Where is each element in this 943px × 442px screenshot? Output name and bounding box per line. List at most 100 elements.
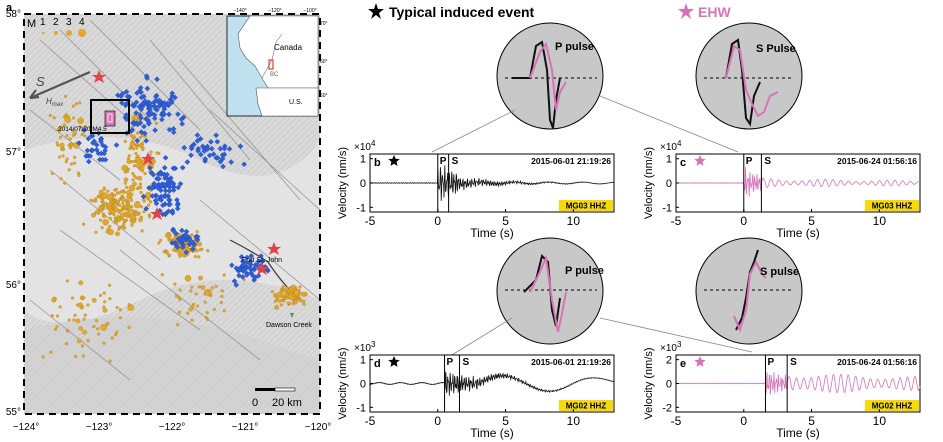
earthquake-orange-466	[118, 316, 122, 320]
earthquake-orange-566	[77, 173, 81, 177]
earthquake-orange-532	[61, 154, 65, 158]
earthquake-blue-64	[156, 97, 163, 104]
earthquake-blue-141	[166, 181, 173, 187]
earthquake-orange-442	[126, 159, 132, 164]
earthquake-blue-210	[197, 136, 204, 142]
earthquake-orange-440	[131, 147, 136, 151]
ytick-e-2: -2	[662, 402, 672, 414]
earthquake-orange-151	[120, 197, 126, 202]
earthquake-blue-175	[140, 193, 147, 200]
earthquake-blue-229	[206, 152, 213, 159]
earthquake-orange-141	[108, 211, 112, 215]
earthquake-orange-498	[80, 344, 85, 348]
earthquake-blue-89	[146, 112, 152, 119]
s-label-c: S	[764, 156, 771, 167]
earthquake-orange-430	[128, 146, 132, 151]
earthquake-orange-595	[212, 308, 216, 312]
earthquake-orange-347	[281, 284, 285, 289]
earthquake-orange-155	[100, 205, 104, 209]
legend-size-3: 3	[66, 17, 72, 28]
pink-star-icon	[678, 3, 694, 19]
xtick-c-3: 10	[873, 214, 887, 228]
xtick-e-2: 5	[808, 414, 815, 428]
ytick-b-0: 1	[360, 154, 366, 166]
earthquake-orange-422	[131, 178, 135, 182]
earthquake-orange-144	[114, 219, 118, 223]
earthquake-blue-171	[165, 208, 172, 215]
earthquake-blue-143	[149, 193, 156, 199]
red-star-2	[141, 152, 155, 165]
earthquake-blue-204	[195, 145, 202, 152]
xtick-d-3: 10	[567, 414, 581, 428]
station-label-b: MG03 HHZ	[566, 202, 607, 211]
earthquake-orange-381	[138, 135, 142, 140]
earthquake-blue-118	[147, 165, 153, 171]
earthquake-orange-376	[123, 177, 129, 183]
earthquake-orange-462	[58, 305, 62, 309]
earthquake-blue-91	[172, 94, 178, 101]
earthquake-orange-576	[197, 285, 201, 289]
timestamp-d: 2015-06-01 21:19:26	[531, 357, 611, 367]
legend-dot-3	[66, 30, 72, 36]
earthquake-orange-477	[86, 339, 90, 343]
earthquake-orange-441	[132, 164, 137, 168]
legend-dot-1	[41, 31, 45, 35]
ylabel-e: Velocity (nm/s)	[643, 347, 655, 419]
earthquake-orange-365	[286, 301, 290, 305]
earthquake-orange-341	[281, 299, 285, 303]
earthquake-orange-503	[83, 313, 87, 317]
earthquake-blue-226	[198, 151, 204, 158]
red-star-1	[92, 70, 106, 83]
earthquake-orange-544	[68, 137, 72, 141]
earthquake-orange-218	[195, 230, 199, 234]
earthquake-orange-465	[94, 319, 99, 323]
pulse-circle-top-right: S Pulse	[695, 22, 803, 130]
earthquake-orange-383	[149, 150, 153, 154]
earthquake-blue-199	[217, 158, 224, 165]
exponent-b: ×104	[354, 139, 376, 153]
earthquake-blue-83	[138, 94, 145, 101]
xtick-e-3: 10	[873, 414, 887, 428]
study-area-box	[90, 99, 130, 134]
earthquake-blue-200	[241, 161, 247, 168]
earthquake-orange-68	[102, 218, 109, 226]
earthquake-orange-496	[55, 325, 59, 329]
earthquake-blue-21	[133, 99, 140, 106]
earthquake-blue-211	[213, 132, 219, 139]
earthquake-blue-333	[76, 140, 82, 146]
scale-zero: 0	[252, 397, 258, 409]
xlabel-b: Time (s)	[470, 226, 514, 240]
earthquake-orange-513	[108, 297, 112, 301]
map-frame	[23, 13, 321, 415]
inset-lon-120: −120°	[268, 8, 281, 14]
earthquake-orange-116	[95, 209, 100, 215]
earthquake-orange-224	[197, 255, 201, 259]
earthquake-orange-472	[96, 327, 100, 331]
timestamp-e: 2015-06-24 01:56:16	[837, 357, 917, 367]
earthquake-orange-581	[176, 295, 181, 299]
earthquake-orange-464	[41, 355, 45, 359]
earthquake-orange-570	[190, 318, 194, 322]
city-fort-st-john: Fort St. John	[242, 257, 282, 264]
earthquake-orange-158	[115, 231, 120, 237]
legend-dot-2	[54, 31, 58, 35]
xtick-c-1: 0	[740, 214, 747, 228]
legend-size-1: 1	[40, 17, 46, 28]
earthquake-blue-31	[166, 111, 172, 118]
earthquake-orange-162	[102, 214, 106, 219]
pulse-trace-ehw	[529, 41, 567, 111]
earthquake-orange-539	[59, 142, 65, 148]
earthquake-orange-543	[48, 113, 52, 117]
earthquake-orange-509	[78, 280, 84, 286]
earthquake-orange-489	[127, 303, 131, 307]
earthquake-orange-147	[119, 208, 123, 213]
earthquake-orange-592	[173, 282, 177, 286]
earthquake-orange-353	[300, 291, 306, 297]
ytick-c-0: 1	[666, 154, 672, 166]
lon-124: −124°	[13, 422, 40, 433]
city-dawson-creek: Dawson Creek	[266, 322, 312, 329]
earthquake-orange-415	[121, 164, 129, 172]
earthquake-orange-517	[78, 302, 83, 308]
earthquake-blue-339	[102, 156, 109, 163]
